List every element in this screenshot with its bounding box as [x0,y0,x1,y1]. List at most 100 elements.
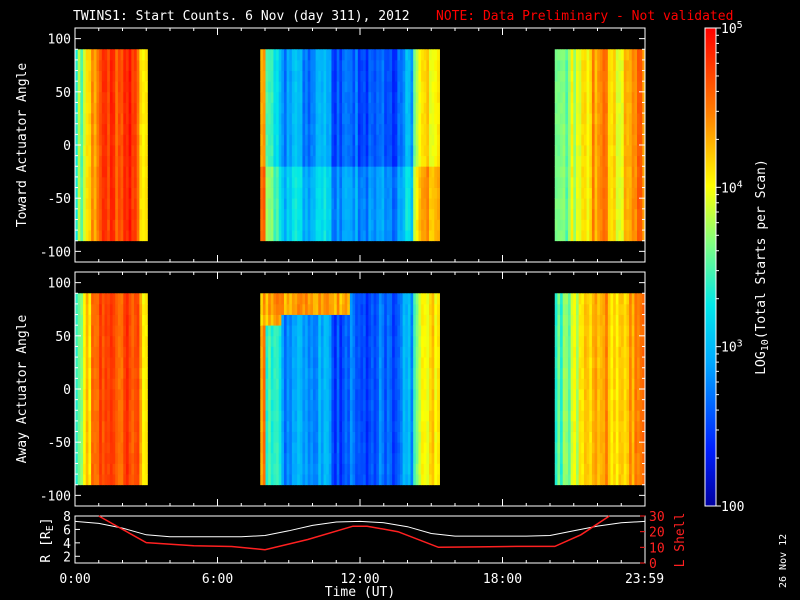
heatmap-cell [307,123,311,135]
heatmap-cell [83,176,87,188]
heatmap-cell [423,134,427,146]
heatmap-cell [270,81,274,93]
heatmap-cell [397,335,401,347]
heatmap-cell [602,293,606,305]
heatmap-cell [581,230,585,242]
heatmap-cell [573,335,577,347]
heatmap-cell [575,399,580,411]
heatmap-cell [371,145,375,157]
heatmap-cell [610,420,614,432]
heatmap-cell [623,187,627,199]
heatmap-cell [336,198,340,210]
heatmap-cell [283,59,288,71]
heatmap-cell [386,102,390,114]
heatmap-cell [104,357,108,369]
heatmap-cell [623,431,627,443]
heatmap-cell [302,49,306,61]
heatmap-cell [562,335,566,347]
heatmap-cell [268,166,272,178]
heatmap-cell [128,357,132,369]
heatmap-cell [302,198,306,210]
heatmap-cell [365,81,369,93]
heatmap-cell [554,166,558,178]
heatmap-cell [307,420,311,432]
heatmap-cell [91,208,95,220]
heatmap-cell [125,314,130,326]
heatmap-cell [637,208,641,220]
heatmap-cell [639,155,643,167]
heatmap-cell [626,166,630,178]
heatmap-cell [273,378,277,390]
heatmap-cell [629,293,633,305]
heatmap-cell [434,155,438,167]
heatmap-cell [109,91,113,103]
heatmap-cell [634,378,638,390]
heatmap-cell [623,230,627,242]
heatmap-cell [431,166,435,178]
heatmap-cell [575,123,580,135]
heatmap-cell [134,367,138,379]
heatmap-cell [591,378,595,390]
heatmap-cell [91,442,95,454]
heatmap-cell [363,187,367,199]
heatmap-cell [389,314,393,326]
heatmap-cell [613,431,617,443]
heatmap-cell [331,91,335,103]
heatmap-cell [299,81,303,93]
heatmap-cell [310,293,314,305]
heatmap-cell [323,70,327,82]
heatmap-cell [299,325,303,337]
y-tick-label: -100 [40,489,71,504]
heatmap-cell [594,367,598,379]
heatmap-cell [104,230,108,242]
heatmap-cell [637,166,641,178]
heatmap-cell [568,378,572,390]
heatmap-cell [131,166,135,178]
heatmap-cell [77,335,81,347]
heatmap-cell [323,357,327,369]
heatmap-cell [597,399,601,411]
heatmap-cell [125,113,130,125]
heatmap-cell [104,293,108,305]
heatmap-cell [312,314,317,326]
heatmap-cell [291,59,295,71]
heatmap-cell [434,102,438,114]
heatmap-cell [565,81,569,93]
heatmap-cell [131,219,135,231]
heatmap-cell [602,176,606,188]
heatmap-cell [429,230,433,242]
heatmap-cell [302,208,306,220]
heatmap-cell [373,399,377,411]
heatmap-cell [117,187,122,199]
heatmap-cell [134,187,138,199]
heatmap-cell [355,357,359,369]
heatmap-cell [297,389,301,401]
heatmap-cell [88,134,92,146]
heatmap-cell [289,187,293,199]
heatmap-cell [402,70,406,82]
heatmap-cell [139,389,143,401]
heatmap-cell [568,166,572,178]
heatmap-cell [115,49,119,61]
heatmap-cell [392,335,396,347]
heatmap-cell [421,367,425,379]
heatmap-cell [112,325,116,337]
heatmap-cell [594,463,598,475]
heatmap-cell [621,293,625,305]
heatmap-cell [573,357,577,369]
heatmap-cell [613,314,617,326]
heatmap-cell [344,463,348,475]
heatmap-cell [431,463,435,475]
right-tick-label: 30 [649,510,665,525]
heatmap-cell [88,113,92,125]
heatmap-cell [318,91,322,103]
heatmap-cell [381,230,385,242]
heatmap-cell [642,314,646,326]
heatmap-cell [349,176,353,188]
heatmap-cell [400,134,404,146]
heatmap-cell [613,452,617,464]
heatmap-cell [605,134,609,146]
heatmap-cell [586,346,590,358]
heatmap-cell [331,303,335,315]
heatmap-cell [581,187,585,199]
